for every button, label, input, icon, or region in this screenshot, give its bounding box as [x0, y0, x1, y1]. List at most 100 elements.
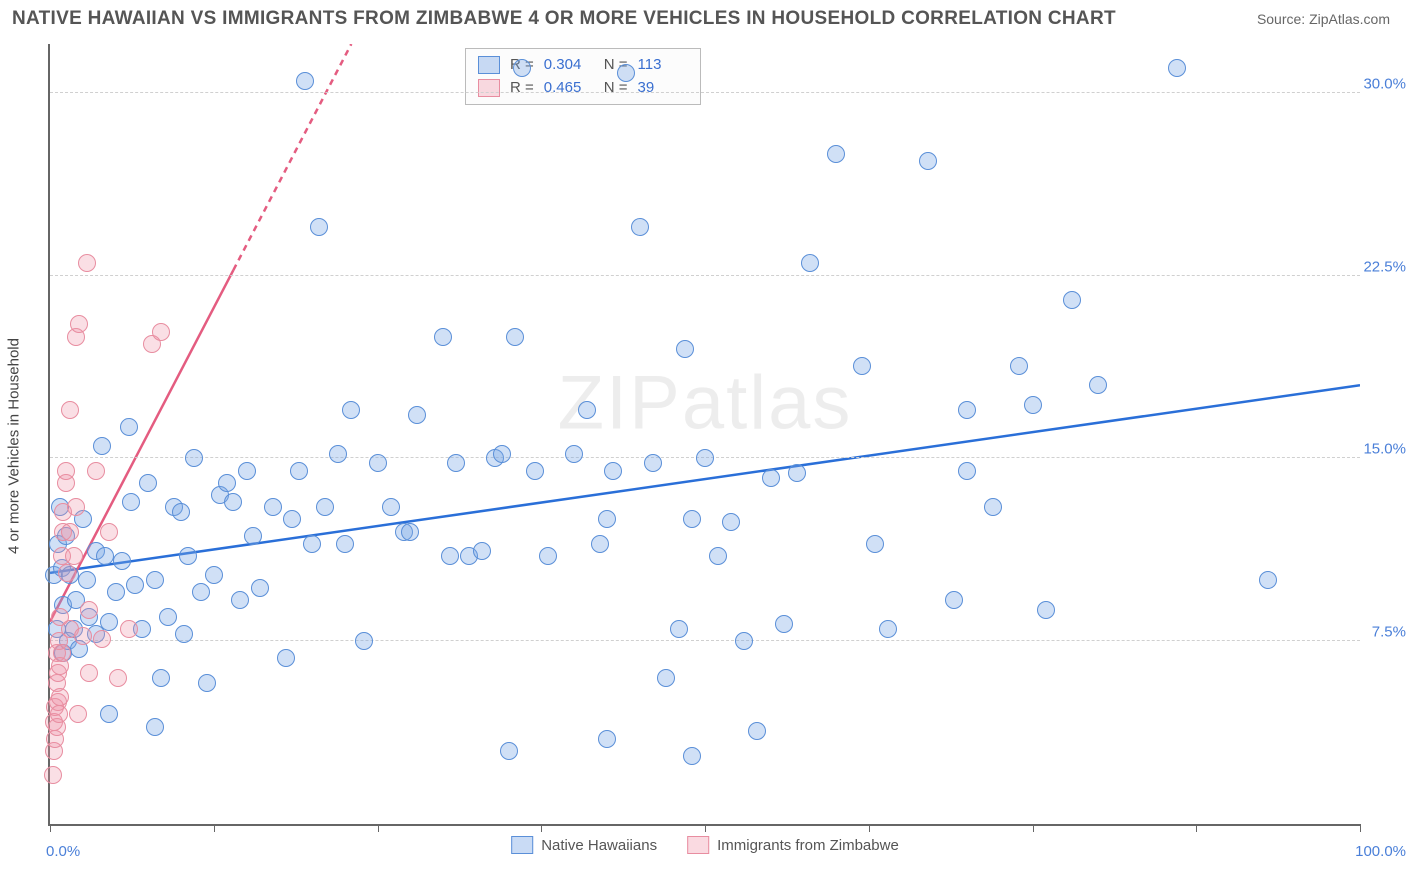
- data-point: [748, 722, 766, 740]
- data-point: [441, 547, 459, 565]
- data-point: [50, 705, 68, 723]
- data-point: [251, 579, 269, 597]
- data-point: [126, 576, 144, 594]
- data-point: [198, 674, 216, 692]
- data-point: [61, 523, 79, 541]
- data-point: [80, 601, 98, 619]
- data-point: [676, 340, 694, 358]
- data-point: [61, 401, 79, 419]
- data-point: [722, 513, 740, 531]
- data-point: [526, 462, 544, 480]
- data-point: [657, 669, 675, 687]
- scatter-chart: ZIPatlas R = 0.304 N = 113 R = 0.465 N =…: [48, 44, 1360, 826]
- data-point: [578, 401, 596, 419]
- data-point: [369, 454, 387, 472]
- data-point: [100, 705, 118, 723]
- stats-row-pink: R = 0.465 N = 39: [478, 77, 688, 100]
- y-tick-label: 7.5%: [1372, 624, 1406, 641]
- data-point: [382, 498, 400, 516]
- data-point: [919, 152, 937, 170]
- swatch-pink-icon: [687, 836, 709, 854]
- chart-title: NATIVE HAWAIIAN VS IMMIGRANTS FROM ZIMBA…: [12, 8, 1116, 30]
- data-point: [120, 620, 138, 638]
- x-tick: [541, 824, 542, 832]
- data-point: [109, 669, 127, 687]
- data-point: [762, 469, 780, 487]
- data-point: [51, 688, 69, 706]
- bottom-legend: Native Hawaiians Immigrants from Zimbabw…: [511, 836, 899, 854]
- gridline: [50, 92, 1360, 93]
- data-point: [958, 462, 976, 480]
- x-tick: [1360, 824, 1361, 832]
- data-point: [1063, 291, 1081, 309]
- data-point: [879, 620, 897, 638]
- data-point: [310, 218, 328, 236]
- data-point: [113, 552, 131, 570]
- gridline: [50, 275, 1360, 276]
- legend-item-blue: Native Hawaiians: [511, 836, 657, 854]
- x-tick: [214, 824, 215, 832]
- stats-legend: R = 0.304 N = 113 R = 0.465 N = 39: [465, 48, 701, 105]
- data-point: [683, 510, 701, 528]
- data-point: [735, 632, 753, 650]
- data-point: [683, 747, 701, 765]
- data-point: [78, 254, 96, 272]
- watermark-text: ZIPatlas: [558, 359, 853, 446]
- data-point: [224, 493, 242, 511]
- data-point: [801, 254, 819, 272]
- data-point: [107, 583, 125, 601]
- data-point: [57, 462, 75, 480]
- data-point: [827, 145, 845, 163]
- y-tick-label: 22.5%: [1363, 258, 1406, 275]
- legend-item-pink: Immigrants from Zimbabwe: [687, 836, 899, 854]
- x-min-label: 0.0%: [46, 843, 80, 860]
- data-point: [192, 583, 210, 601]
- n-value-blue: 113: [638, 54, 688, 77]
- swatch-blue-icon: [511, 836, 533, 854]
- data-point: [283, 510, 301, 528]
- swatch-pink-icon: [478, 79, 500, 97]
- data-point: [146, 571, 164, 589]
- x-tick: [50, 824, 51, 832]
- data-point: [1168, 59, 1186, 77]
- r-value-pink: 0.465: [544, 77, 594, 100]
- data-point: [120, 418, 138, 436]
- data-point: [434, 328, 452, 346]
- data-point: [670, 620, 688, 638]
- data-point: [401, 523, 419, 541]
- data-point: [644, 454, 662, 472]
- x-tick: [869, 824, 870, 832]
- data-point: [355, 632, 373, 650]
- legend-label-pink: Immigrants from Zimbabwe: [717, 837, 899, 854]
- data-point: [290, 462, 308, 480]
- data-point: [172, 503, 190, 521]
- data-point: [631, 218, 649, 236]
- data-point: [598, 730, 616, 748]
- data-point: [96, 547, 114, 565]
- data-point: [122, 493, 140, 511]
- data-point: [58, 564, 76, 582]
- y-tick-label: 15.0%: [1363, 441, 1406, 458]
- data-point: [513, 59, 531, 77]
- r-label: R =: [510, 77, 534, 100]
- data-point: [984, 498, 1002, 516]
- data-point: [218, 474, 236, 492]
- data-point: [500, 742, 518, 760]
- n-value-pink: 39: [638, 77, 668, 100]
- data-point: [408, 406, 426, 424]
- data-point: [565, 445, 583, 463]
- data-point: [238, 462, 256, 480]
- data-point: [244, 527, 262, 545]
- data-point: [775, 615, 793, 633]
- data-point: [152, 669, 170, 687]
- data-point: [159, 608, 177, 626]
- data-point: [231, 591, 249, 609]
- data-point: [277, 649, 295, 667]
- stats-row-blue: R = 0.304 N = 113: [478, 54, 688, 77]
- data-point: [74, 627, 92, 645]
- data-point: [139, 474, 157, 492]
- data-point: [67, 498, 85, 516]
- data-point: [617, 64, 635, 82]
- data-point: [539, 547, 557, 565]
- data-point: [336, 535, 354, 553]
